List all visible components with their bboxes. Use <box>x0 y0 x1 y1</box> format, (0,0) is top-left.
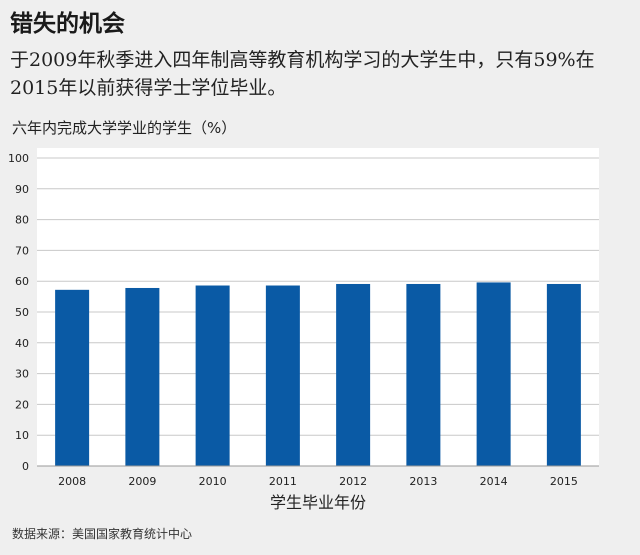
y-tick-label-90: 90 <box>15 183 29 196</box>
bar-2010 <box>195 285 230 466</box>
bar-2013 <box>406 283 441 466</box>
y-tick-label-40: 40 <box>15 337 29 350</box>
bar-2008 <box>55 289 90 466</box>
chart-title: 错失的机会 <box>10 11 125 37</box>
y-tick-label-100: 100 <box>8 152 29 165</box>
y-tick-label-30: 30 <box>15 368 29 381</box>
x-tick-label-2014: 2014 <box>480 475 508 488</box>
y-tick-label-60: 60 <box>15 275 29 288</box>
source-note: 数据来源：美国国家教育统计中心 <box>12 527 193 541</box>
bar-2012 <box>336 283 371 466</box>
bar-chart: 0 10 20 30 40 50 60 70 80 90 100 2008 2009 2010 2011 20… <box>8 148 599 512</box>
y-tick-label-10: 10 <box>15 429 29 442</box>
x-tick-label-2011: 2011 <box>269 475 297 488</box>
plot-area <box>37 148 599 466</box>
y-axis-label: 六年内完成大学学业的学生（%） <box>12 119 237 137</box>
x-axis-label: 学生毕业年份 <box>270 493 366 512</box>
y-tick-label-50: 50 <box>15 306 29 319</box>
x-tick-label-2010: 2010 <box>199 475 227 488</box>
x-tick-label-2008: 2008 <box>58 475 86 488</box>
bar-2009 <box>125 287 160 466</box>
chart-subtitle: 于2009年秋季进入四年制高等教育机构学习的大学生中，只有59%在2015年以前… <box>10 49 595 99</box>
x-tick-label-2012: 2012 <box>339 475 367 488</box>
y-tick-label-0: 0 <box>22 460 29 473</box>
bar-2014 <box>476 282 511 466</box>
x-tick-label-2009: 2009 <box>128 475 156 488</box>
y-tick-label-20: 20 <box>15 398 29 411</box>
x-tick-label-2015: 2015 <box>550 475 578 488</box>
y-tick-label-80: 80 <box>15 214 29 227</box>
bar-2015 <box>546 283 581 466</box>
x-tick-label-2013: 2013 <box>409 475 437 488</box>
y-tick-label-70: 70 <box>15 244 29 257</box>
bar-2011 <box>265 285 300 466</box>
